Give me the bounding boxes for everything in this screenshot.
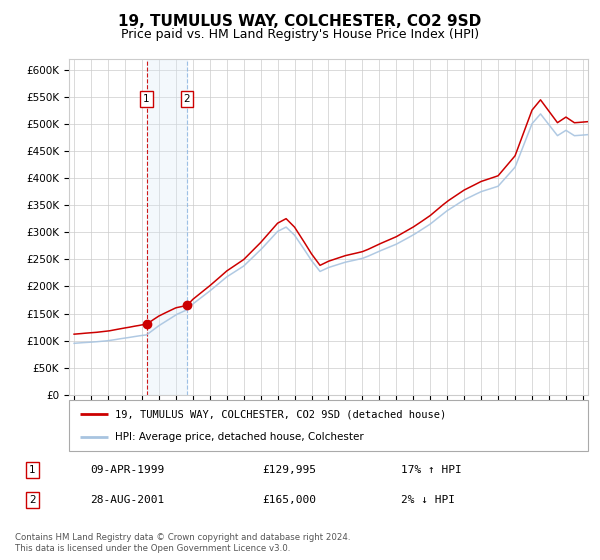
Text: 2% ↓ HPI: 2% ↓ HPI <box>401 495 455 505</box>
Text: 1: 1 <box>29 465 35 475</box>
Text: 09-APR-1999: 09-APR-1999 <box>90 465 164 475</box>
Text: 19, TUMULUS WAY, COLCHESTER, CO2 9SD (detached house): 19, TUMULUS WAY, COLCHESTER, CO2 9SD (de… <box>115 409 446 419</box>
Text: £165,000: £165,000 <box>263 495 317 505</box>
FancyBboxPatch shape <box>69 400 588 451</box>
Bar <box>146 59 187 395</box>
Text: 17% ↑ HPI: 17% ↑ HPI <box>401 465 461 475</box>
Text: 19, TUMULUS WAY, COLCHESTER, CO2 9SD: 19, TUMULUS WAY, COLCHESTER, CO2 9SD <box>118 14 482 29</box>
Text: HPI: Average price, detached house, Colchester: HPI: Average price, detached house, Colc… <box>115 432 364 442</box>
Text: 2: 2 <box>184 94 190 104</box>
Text: £129,995: £129,995 <box>263 465 317 475</box>
Text: Price paid vs. HM Land Registry's House Price Index (HPI): Price paid vs. HM Land Registry's House … <box>121 28 479 41</box>
Text: 1: 1 <box>143 94 150 104</box>
Text: 28-AUG-2001: 28-AUG-2001 <box>90 495 164 505</box>
Text: Contains HM Land Registry data © Crown copyright and database right 2024.
This d: Contains HM Land Registry data © Crown c… <box>15 533 350 553</box>
Text: 2: 2 <box>29 495 35 505</box>
